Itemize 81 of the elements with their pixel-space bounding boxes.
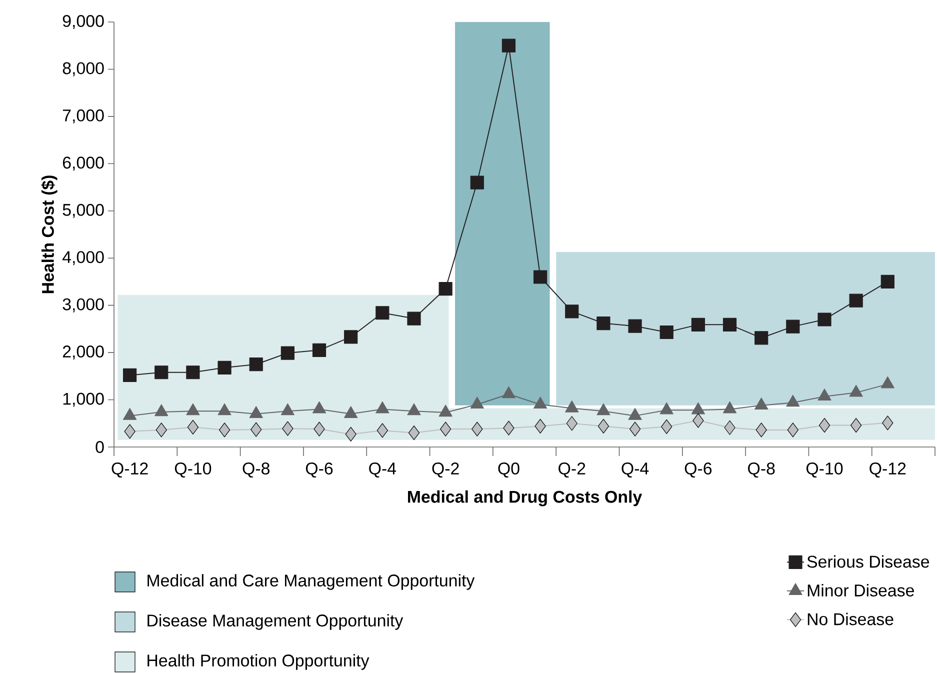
y-tick-label: 4,000 xyxy=(62,251,104,266)
y-tick-label: 0 xyxy=(96,440,104,453)
point xyxy=(154,366,168,380)
point xyxy=(533,270,548,284)
x-tick-label: Q-12 xyxy=(112,462,148,478)
point xyxy=(818,312,832,326)
point xyxy=(880,274,894,289)
point xyxy=(314,422,325,436)
x-tick-label: Q-10 xyxy=(806,462,843,478)
point xyxy=(438,282,452,296)
x-tick-label: Q-2 xyxy=(558,462,586,478)
point xyxy=(786,320,800,334)
point xyxy=(407,312,421,326)
point xyxy=(472,422,483,436)
point xyxy=(250,422,262,437)
x-tick-label: Q0 xyxy=(498,462,520,478)
point xyxy=(787,422,798,438)
point xyxy=(629,422,641,436)
point xyxy=(502,38,516,52)
point xyxy=(565,304,579,318)
x-tick-label: Q-8 xyxy=(242,462,270,478)
point xyxy=(408,426,420,440)
point xyxy=(376,306,390,320)
x-tick-label: Q-2 xyxy=(432,462,459,478)
y-tick-label: 2,000 xyxy=(62,346,104,360)
point xyxy=(596,316,610,330)
point xyxy=(534,418,546,434)
point xyxy=(218,422,230,438)
point xyxy=(187,420,199,434)
point xyxy=(691,318,705,332)
x-tick-label: Q-4 xyxy=(369,462,396,478)
x-tick-label: Q-12 xyxy=(870,462,906,478)
x-tick-label: Q-10 xyxy=(174,462,212,478)
y-tick-label: 9,000 xyxy=(62,14,104,29)
y-tick-label: 6,000 xyxy=(62,156,104,171)
point xyxy=(345,426,356,442)
point xyxy=(503,420,514,436)
point xyxy=(122,368,137,382)
point xyxy=(124,424,136,439)
y-tick-label: 1,000 xyxy=(63,392,104,407)
legend-label: No Disease xyxy=(808,612,894,626)
text: Disease Management Opportunity xyxy=(148,614,404,630)
point xyxy=(754,331,768,345)
point xyxy=(280,346,294,360)
legend-label: Minor Disease xyxy=(808,584,914,596)
point xyxy=(818,418,830,433)
point xyxy=(312,343,326,357)
point xyxy=(598,418,610,434)
point xyxy=(724,420,736,435)
y-tick-label: 3,000 xyxy=(62,298,104,312)
y-axis-title: Health Cost ($) xyxy=(41,176,58,294)
x-tick-label: Q-8 xyxy=(748,462,775,478)
point xyxy=(849,294,863,308)
x-tick-label: Q-6 xyxy=(684,462,712,478)
point xyxy=(692,413,704,428)
point xyxy=(344,330,358,344)
point xyxy=(218,360,232,374)
text: Health Promotion Opportunity xyxy=(148,654,370,670)
point xyxy=(566,416,578,431)
y-tick-label: 8,000 xyxy=(62,62,104,76)
point xyxy=(156,422,167,438)
point xyxy=(186,366,200,380)
point xyxy=(628,319,642,333)
legend-label: Serious Disease xyxy=(807,555,930,568)
point xyxy=(722,318,737,332)
x-tick-label: Q-6 xyxy=(306,462,333,478)
point xyxy=(470,176,484,190)
point xyxy=(376,423,388,438)
x-tick-label: Q-4 xyxy=(622,462,649,478)
y-tick-label: 5,000 xyxy=(62,204,104,218)
point xyxy=(661,419,672,434)
point xyxy=(440,422,452,436)
point xyxy=(660,325,674,340)
point xyxy=(756,422,767,438)
point xyxy=(282,421,294,436)
point xyxy=(249,358,263,372)
x-axis-title: Medical and Drug Costs Only xyxy=(408,490,642,506)
point xyxy=(850,418,862,433)
y-tick-label: 7,000 xyxy=(62,109,104,124)
point xyxy=(882,416,894,430)
text: Medical and Care Management Opportunity xyxy=(148,574,475,590)
